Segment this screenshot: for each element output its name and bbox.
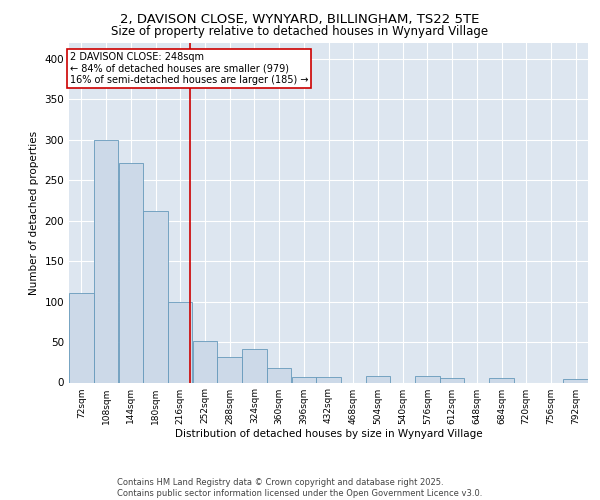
Bar: [415, 376, 440, 382]
Text: Contains HM Land Registry data © Crown copyright and database right 2025.
Contai: Contains HM Land Registry data © Crown c…: [118, 478, 482, 498]
Bar: [292, 377, 316, 382]
Bar: [563, 380, 588, 382]
Bar: [316, 377, 341, 382]
Text: 2, DAVISON CLOSE, WYNYARD, BILLINGHAM, TS22 5TE: 2, DAVISON CLOSE, WYNYARD, BILLINGHAM, T…: [121, 12, 479, 26]
Bar: [217, 358, 242, 382]
Bar: [366, 376, 390, 382]
Bar: [119, 163, 143, 382]
Bar: [490, 378, 514, 382]
X-axis label: Distribution of detached houses by size in Wynyard Village: Distribution of detached houses by size …: [175, 430, 482, 440]
Text: Size of property relative to detached houses in Wynyard Village: Size of property relative to detached ho…: [112, 25, 488, 38]
Bar: [440, 378, 464, 382]
Bar: [168, 302, 193, 382]
Bar: [143, 211, 167, 382]
Bar: [242, 350, 266, 382]
Text: 2 DAVISON CLOSE: 248sqm
← 84% of detached houses are smaller (979)
16% of semi-d: 2 DAVISON CLOSE: 248sqm ← 84% of detache…: [70, 52, 308, 86]
Bar: [94, 140, 118, 382]
Bar: [267, 368, 291, 382]
Bar: [69, 294, 94, 382]
Bar: [193, 341, 217, 382]
Y-axis label: Number of detached properties: Number of detached properties: [29, 130, 39, 294]
